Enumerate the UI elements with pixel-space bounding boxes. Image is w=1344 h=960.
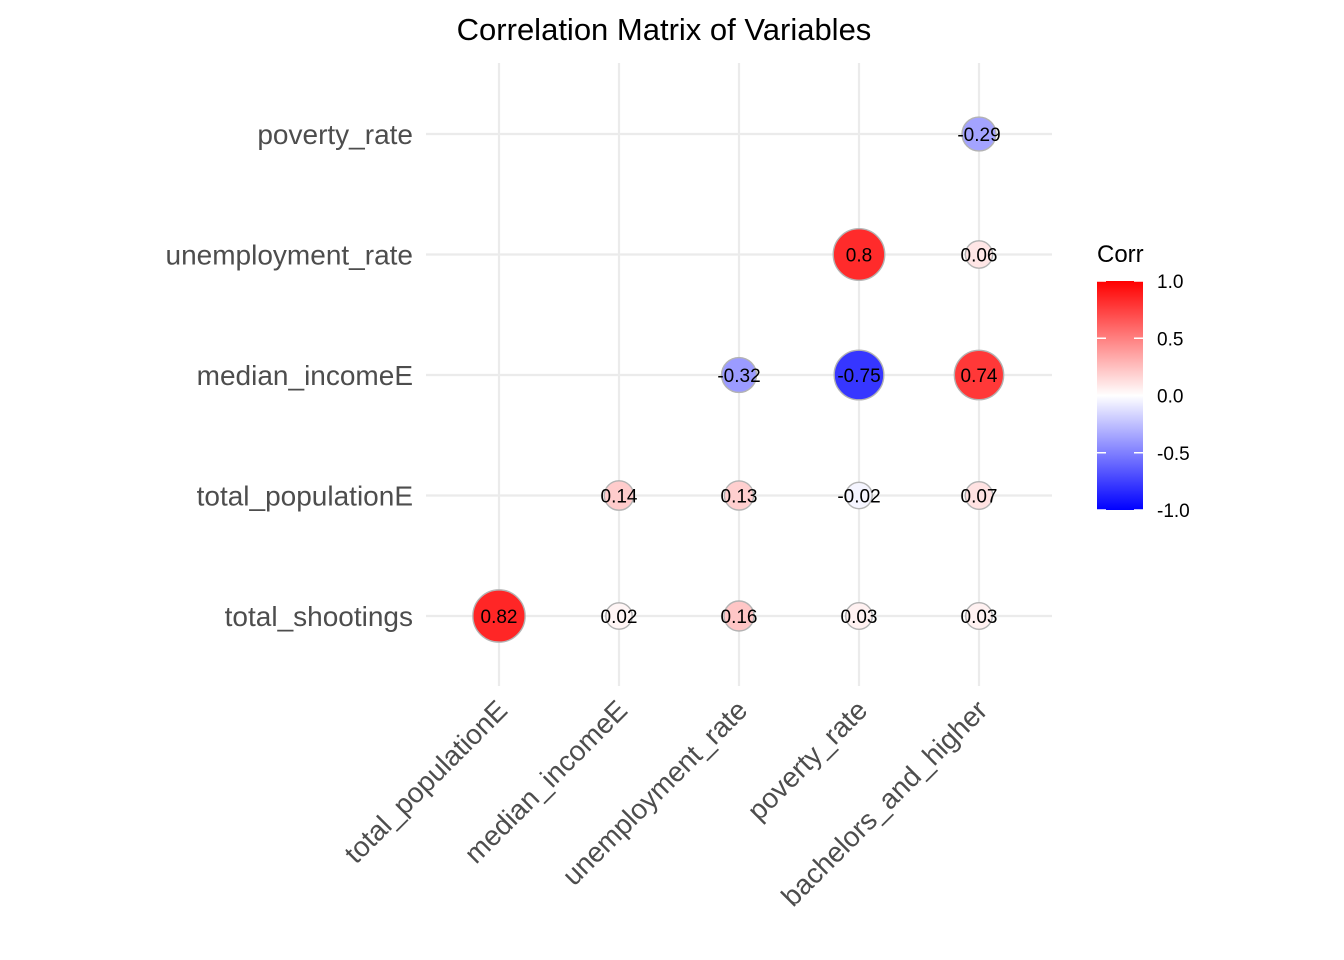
chart-title: Correlation Matrix of Variables xyxy=(457,12,872,47)
correlation-value-label: 0.02 xyxy=(601,607,638,628)
correlation-point xyxy=(965,602,993,630)
correlation-value-label: 0.14 xyxy=(601,487,638,508)
legend-ticks: 1.0 0.5 0.0 -0.5 -1.0 xyxy=(1097,272,1190,522)
legend-tick-label: 0.0 xyxy=(1157,387,1183,408)
correlation-value-label: 0.82 xyxy=(481,607,518,628)
correlation-point xyxy=(833,349,885,401)
correlation-point xyxy=(961,116,997,152)
y-tick-label: median_incomeE xyxy=(197,360,413,391)
correlation-value-label: -0.75 xyxy=(837,366,880,387)
correlation-value-label: -0.32 xyxy=(717,366,760,387)
correlation-point xyxy=(723,600,755,632)
correlation-value-label: 0.74 xyxy=(961,366,998,387)
correlation-point xyxy=(953,349,1005,401)
correlation-point xyxy=(603,480,635,511)
correlation-point xyxy=(964,481,994,510)
legend-tick-label: -1.0 xyxy=(1157,501,1190,522)
y-tick-label: poverty_rate xyxy=(257,119,413,150)
correlation-points xyxy=(472,116,1005,643)
correlation-point xyxy=(472,589,526,643)
x-axis-tick-labels: total_populationEmedian_incomeEunemploym… xyxy=(338,694,993,912)
legend-tick-label: 0.5 xyxy=(1157,329,1183,350)
legend-tick-label: 1.0 xyxy=(1157,272,1183,293)
y-axis-tick-labels: total_shootings total_populationE median_i… xyxy=(166,119,413,632)
correlation-point xyxy=(845,602,873,630)
y-tick-label: total_shootings xyxy=(225,601,413,632)
correlation-value-label: 0.16 xyxy=(721,607,758,628)
y-tick-label: unemployment_rate xyxy=(166,240,413,271)
color-legend: Corr 1.0 0.5 0.0 -0.5 -1.0 xyxy=(1097,241,1190,522)
correlation-value-label: 0.13 xyxy=(721,487,758,508)
correlation-value-label: -0.29 xyxy=(957,125,1000,146)
x-tick-label: poverty_rate xyxy=(741,694,873,826)
legend-title: Corr xyxy=(1097,241,1144,268)
correlation-point xyxy=(720,356,758,394)
y-tick-label: total_populationE xyxy=(197,481,413,512)
correlation-value-label: 0.03 xyxy=(961,607,998,628)
correlation-value-label: 0.8 xyxy=(846,246,872,267)
x-tick-label: bachelors_and_higher xyxy=(775,694,993,912)
correlation-point xyxy=(605,602,633,630)
correlation-value-label: 0.03 xyxy=(841,607,878,628)
correlation-point xyxy=(723,480,755,511)
correlation-point xyxy=(845,481,873,510)
legend-tick-label: -0.5 xyxy=(1157,444,1190,465)
correlation-point xyxy=(964,240,994,269)
correlation-value-label: -0.02 xyxy=(837,487,880,508)
correlation-value-label: 0.07 xyxy=(961,487,998,508)
correlation-value-labels: 0.82 0.02 0.16 0.03 0.03 0.14 0.13 -0.02 0.07 -0.… xyxy=(481,125,1001,628)
correlation-value-label: 0.06 xyxy=(961,246,998,267)
correlation-point xyxy=(832,228,886,281)
